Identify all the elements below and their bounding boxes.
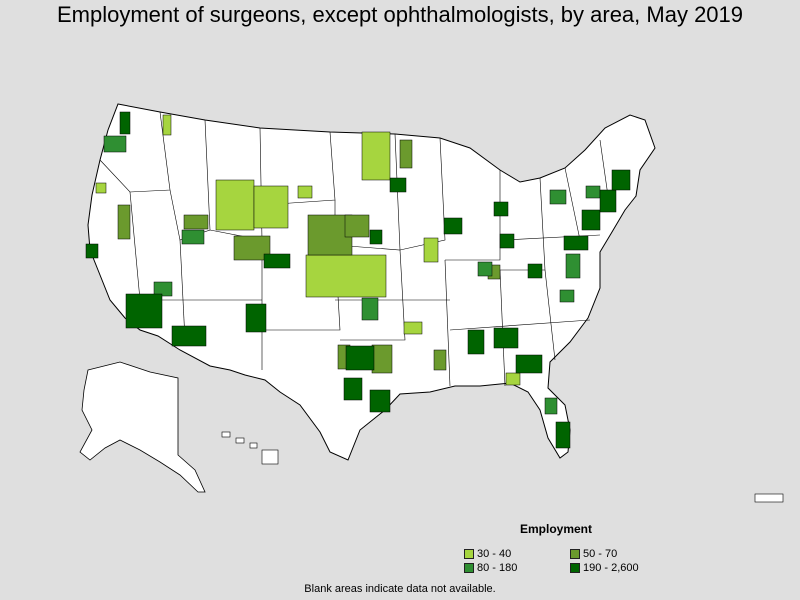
legend-swatch: [570, 549, 580, 559]
legend-item-50-70: 50 - 70: [570, 548, 617, 560]
legend-item-80-180: 80 - 180: [464, 562, 517, 574]
hawaii: [221, 431, 279, 465]
footnote: Blank areas indicate data not available.: [304, 583, 496, 595]
legend-title: Employment: [520, 522, 593, 536]
legend-item-190-2600: 190 - 2,600: [570, 562, 639, 574]
alaska: [79, 361, 206, 493]
legend-item-30-40: 30 - 40: [464, 548, 511, 560]
legend-swatch: [464, 563, 474, 573]
legend-label: 190 - 2,600: [583, 562, 639, 574]
puerto-rico: [754, 493, 784, 503]
legend-label: 80 - 180: [477, 562, 518, 574]
legend-swatch: [570, 563, 580, 573]
employment-areas: [85, 111, 631, 449]
legend-label: 50 - 70: [583, 548, 618, 560]
map-title: Employment of surgeons, except ophthalmo…: [56, 2, 744, 27]
legend-swatch: [464, 549, 474, 559]
legend-label: 30 - 40: [477, 548, 512, 560]
